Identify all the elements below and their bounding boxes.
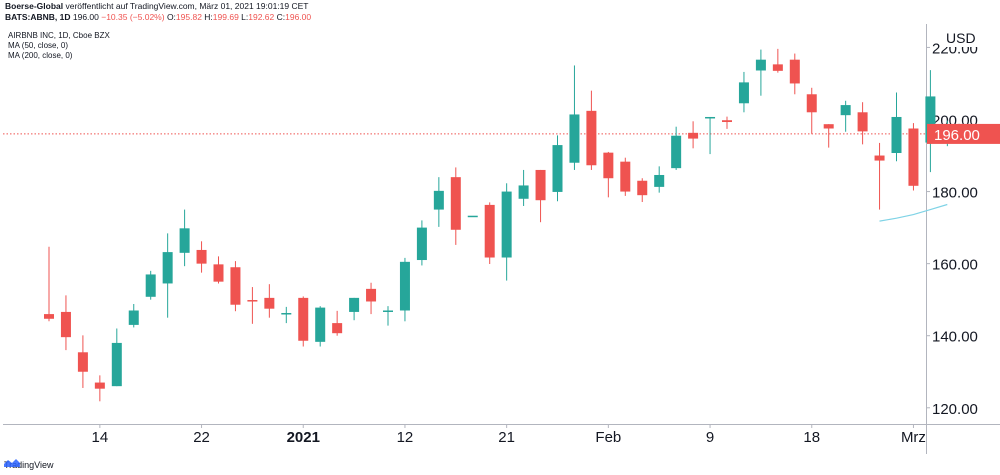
candle-body[interactable] <box>518 185 529 199</box>
candle-body[interactable] <box>569 114 580 163</box>
candle-body[interactable] <box>399 261 410 311</box>
candle-body[interactable] <box>213 264 224 282</box>
candle-body[interactable] <box>501 191 512 258</box>
candle-body[interactable] <box>128 310 139 325</box>
candle-body[interactable] <box>416 227 427 261</box>
candle-body[interactable] <box>264 297 275 309</box>
x-tick-label: Mrz <box>901 429 926 446</box>
candle-body[interactable] <box>281 313 292 315</box>
candle-body[interactable] <box>654 174 665 187</box>
close-label: C: <box>276 12 286 22</box>
candle-body[interactable] <box>315 307 326 342</box>
currency-label: USD <box>946 30 976 46</box>
candle-body[interactable] <box>755 59 766 71</box>
candle-body[interactable] <box>738 82 749 104</box>
candle-body[interactable] <box>467 215 478 218</box>
chart-area[interactable]: 120.00 140.00 160.00 180.00 200.00 220.00 USD 1… <box>0 24 1000 454</box>
chart-legend: AIRBNB INC, 1D, Cboe BZX MA (50, close, … <box>8 31 110 61</box>
low-value: 192.62 <box>248 12 275 22</box>
tradingview-footer[interactable]: TradingView <box>4 458 54 472</box>
candle-body[interactable] <box>925 96 936 143</box>
close-value: 196.00 <box>285 12 312 22</box>
candle-body[interactable] <box>145 274 156 297</box>
candle-body[interactable] <box>586 110 597 166</box>
tradingview-brand: TradingView <box>4 460 54 470</box>
open-value: 195.82 <box>175 12 202 22</box>
candle-body[interactable] <box>722 120 732 123</box>
currency-label-bg <box>941 29 979 47</box>
publisher-line: Boerse-Global veröffentlicht auf Trading… <box>5 1 309 11</box>
candle-body[interactable] <box>450 177 461 230</box>
ohlc-line: BATS:ABNB, 1D 196.00 −10.35 (−5.02%) O:1… <box>5 12 311 22</box>
candle-body[interactable] <box>366 288 377 302</box>
tradingview-logo-icon <box>4 459 20 467</box>
y-tick-label: 180.00 <box>932 185 978 202</box>
x-tick-label: 9 <box>706 429 714 446</box>
candle-body[interactable] <box>77 352 88 372</box>
candle-body[interactable] <box>823 124 834 129</box>
legend-ma50[interactable]: MA (50, close, 0) <box>8 41 69 50</box>
candle-body[interactable] <box>433 190 444 210</box>
y-tick-label: 160.00 <box>932 257 978 274</box>
candle-body[interactable] <box>94 382 105 389</box>
candle-body[interactable] <box>620 161 631 192</box>
candle-body[interactable] <box>535 169 546 201</box>
ma200-line[interactable] <box>879 203 948 222</box>
candle-body[interactable] <box>247 300 258 302</box>
candle-body[interactable] <box>332 323 343 334</box>
candle-body[interactable] <box>806 94 817 113</box>
candle-body[interactable] <box>874 155 885 161</box>
candle-body[interactable] <box>162 252 173 284</box>
last-price-badge[interactable] <box>927 123 1000 144</box>
candle-body[interactable] <box>552 145 563 192</box>
candle-body[interactable] <box>230 267 241 305</box>
candle-body[interactable] <box>44 314 54 319</box>
x-tick-label: 14 <box>92 429 109 446</box>
x-tick-label: 22 <box>193 429 210 446</box>
candle-body[interactable] <box>840 105 851 116</box>
y-tick-label: 140.00 <box>932 329 978 346</box>
candle-body[interactable] <box>891 116 902 154</box>
candle-body[interactable] <box>60 311 71 338</box>
publisher-name: Boerse-Global <box>5 1 64 11</box>
publish-header: Boerse-Global veröffentlicht auf Trading… <box>0 0 1000 24</box>
candle-body[interactable] <box>705 116 716 119</box>
price-change: −10.35 (−5.02%) <box>101 12 165 22</box>
x-tick-label: 18 <box>803 429 820 446</box>
candle-body[interactable] <box>111 342 122 387</box>
symbol-label: BATS:ABNB, 1D <box>5 12 71 22</box>
candle-body[interactable] <box>637 180 648 196</box>
publish-info: veröffentlicht auf TradingView.com, März… <box>65 1 309 11</box>
y-tick-label: 120.00 <box>932 401 978 418</box>
last-price-label: 196.00 <box>934 127 980 144</box>
candle-body[interactable] <box>383 310 393 312</box>
x-tick-label: Feb <box>595 429 621 446</box>
high-label: H: <box>204 12 213 22</box>
candle-body[interactable] <box>603 152 614 179</box>
candle-body[interactable] <box>298 297 309 341</box>
candle-body[interactable] <box>772 64 783 71</box>
candle-body[interactable] <box>671 135 682 169</box>
legend-ma200[interactable]: MA (200, close, 0) <box>8 51 73 60</box>
candlestick-chart[interactable]: 120.00140.00160.00180.00200.00220.00USD1… <box>0 24 1000 454</box>
x-tick-label: 12 <box>397 429 414 446</box>
candle-body[interactable] <box>789 59 800 84</box>
high-value: 199.69 <box>212 12 239 22</box>
open-label: O: <box>166 12 176 22</box>
x-tick-label: 21 <box>498 429 515 446</box>
candle-body[interactable] <box>908 128 919 186</box>
low-label: L: <box>241 12 249 22</box>
x-tick-label: 2021 <box>287 429 320 446</box>
candle-body[interactable] <box>484 204 495 258</box>
candle-body[interactable] <box>179 228 190 253</box>
candle-body[interactable] <box>857 112 868 132</box>
legend-symbol-title: AIRBNB INC, 1D, Cboe BZX <box>8 31 110 40</box>
candle-body[interactable] <box>688 132 699 139</box>
candle-body[interactable] <box>196 249 207 264</box>
candle-body[interactable] <box>349 297 360 312</box>
last-price: 196.00 <box>72 12 99 22</box>
